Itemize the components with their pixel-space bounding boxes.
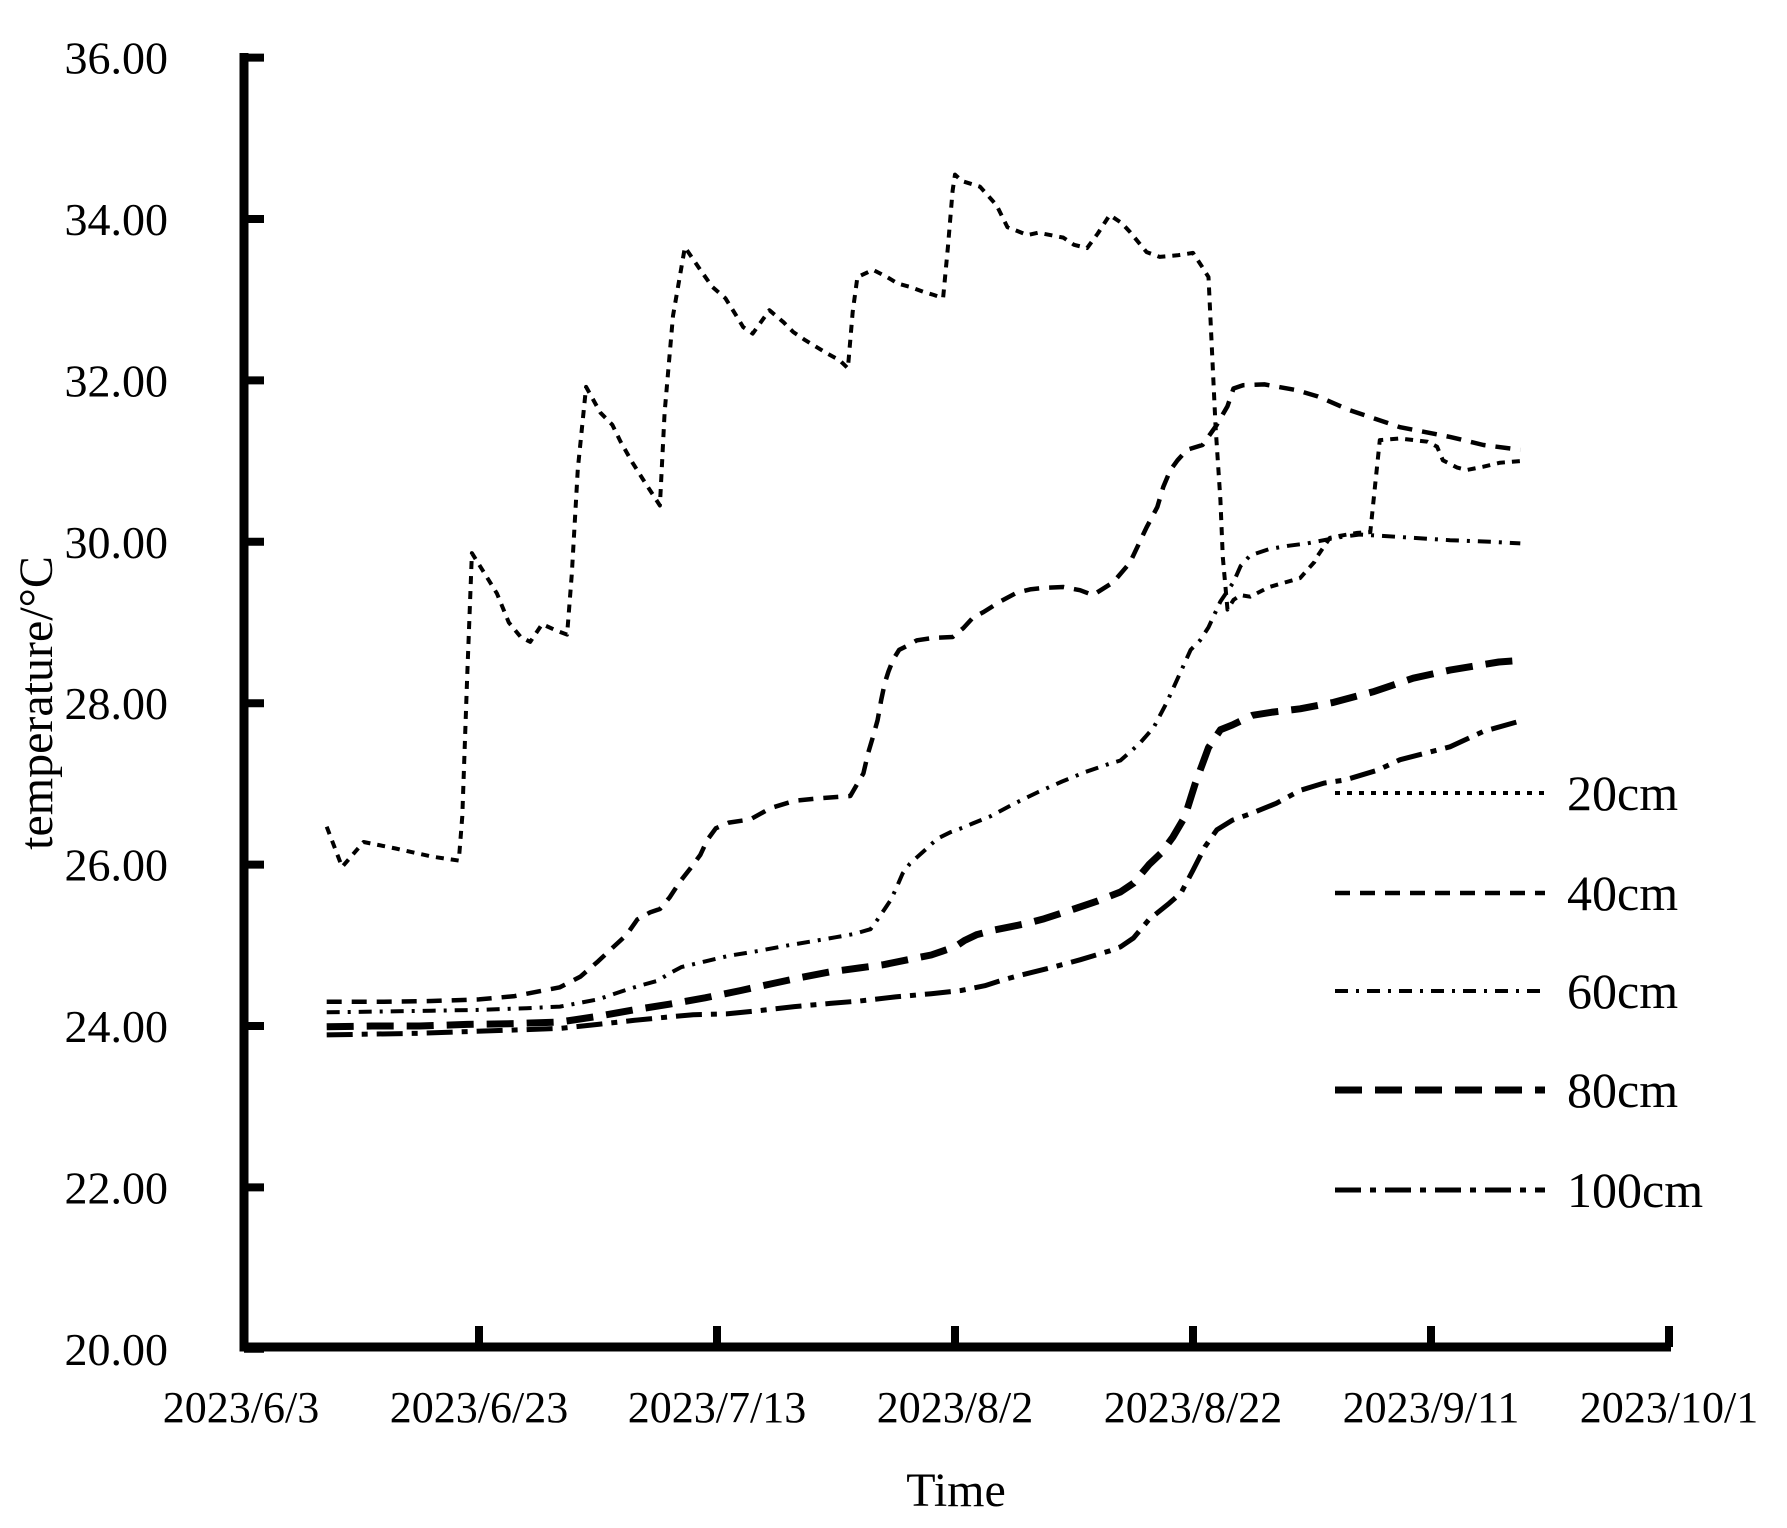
series-lines xyxy=(324,172,1521,1038)
legend-label-100cm: 100cm xyxy=(1567,1162,1703,1218)
y-axis-title: temperature/°C xyxy=(10,556,63,850)
series-line-20cm xyxy=(324,172,1521,869)
x-tick-label: 2023/8/2 xyxy=(877,1383,1033,1432)
legend-label-20cm: 20cm xyxy=(1567,765,1678,821)
legend: 20cm 40cm 60cm 80cm 100cm xyxy=(1335,765,1703,1218)
y-tick-label: 28.00 xyxy=(65,678,169,729)
y-tick-label: 20.00 xyxy=(65,1324,169,1375)
x-tick-label: 2023/9/11 xyxy=(1343,1383,1520,1432)
x-axis-ticks: 2023/6/3 2023/6/23 2023/7/13 2023/8/2 2023/8… xyxy=(163,1326,1758,1432)
x-tick-label: 2023/6/23 xyxy=(390,1383,568,1432)
legend-label-60cm: 60cm xyxy=(1567,963,1678,1019)
x-tick-label: 2023/8/22 xyxy=(1104,1383,1282,1432)
y-tick-label: 22.00 xyxy=(65,1162,169,1213)
x-axis-title: Time xyxy=(906,1464,1006,1517)
y-tick-label: 32.00 xyxy=(65,355,169,406)
x-tick-label: 2023/7/13 xyxy=(628,1383,806,1432)
legend-label-40cm: 40cm xyxy=(1567,865,1678,921)
y-axis-ticks: 20.00 22.00 24.00 26.00 28.00 30.00 32.00 34.00… xyxy=(65,33,264,1375)
y-tick-label: 34.00 xyxy=(65,194,169,245)
legend-label-80cm: 80cm xyxy=(1567,1062,1678,1118)
y-tick-label: 24.00 xyxy=(65,1001,169,1052)
series-line-60cm xyxy=(326,532,1521,1015)
x-tick-label: 2023/6/3 xyxy=(163,1383,319,1432)
series-line-80cm xyxy=(326,656,1521,1031)
y-tick-label: 26.00 xyxy=(65,840,169,891)
y-tick-label: 36.00 xyxy=(65,33,169,84)
series-line-40cm xyxy=(326,382,1521,1005)
x-tick-label: 2023/10/1 xyxy=(1580,1383,1758,1432)
y-tick-label: 30.00 xyxy=(65,517,169,568)
series-line-100cm xyxy=(326,718,1521,1038)
